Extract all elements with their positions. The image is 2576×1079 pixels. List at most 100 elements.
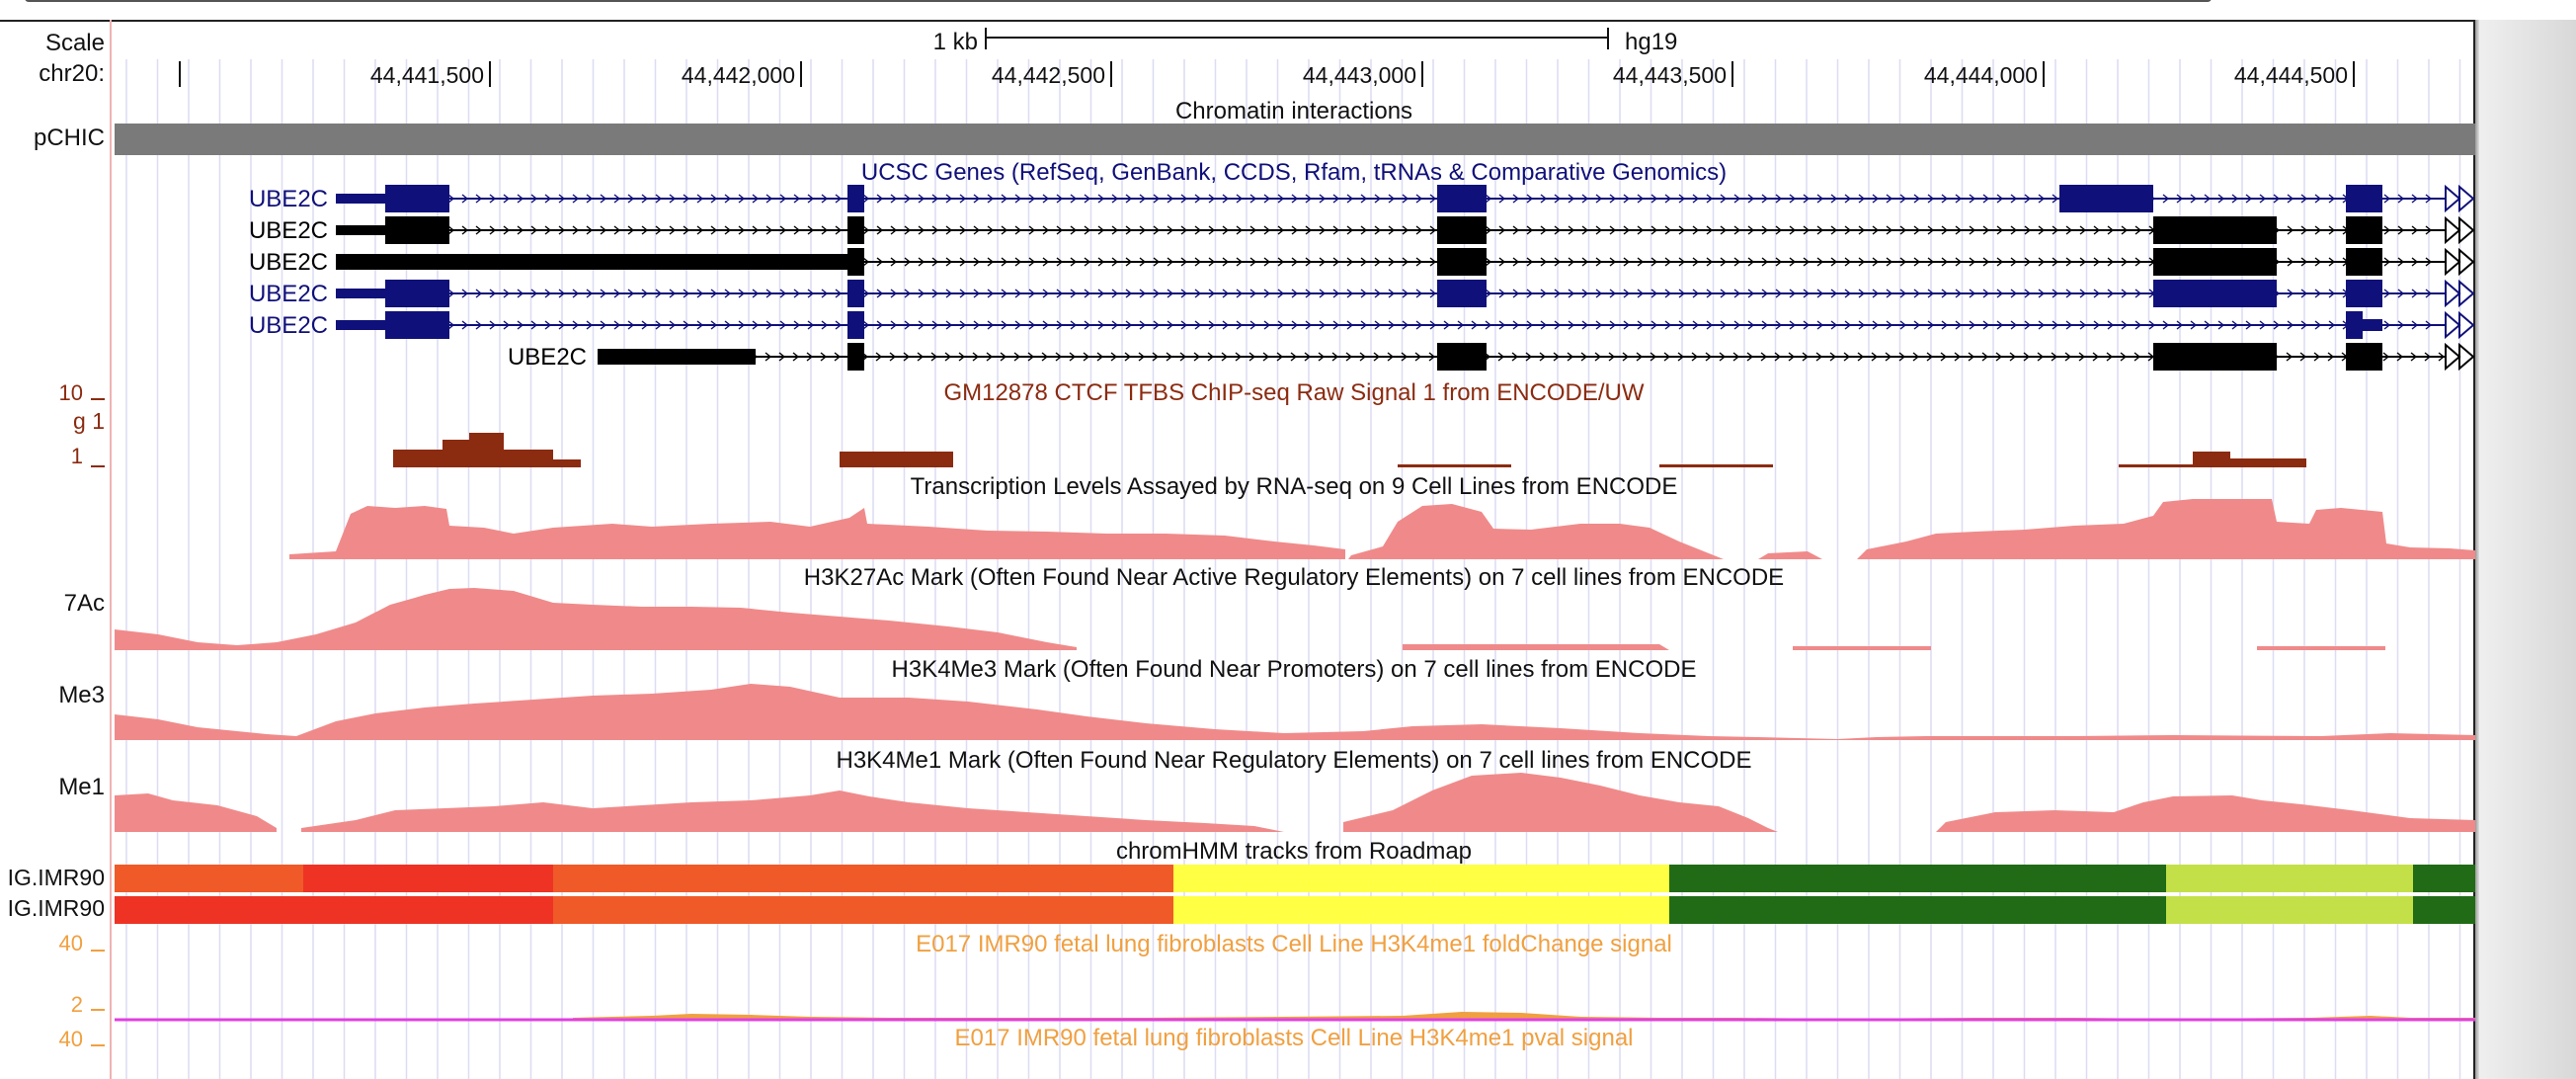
chromhmm-state-block[interactable] (1173, 896, 1669, 924)
h3k27ac-signal[interactable] (115, 588, 2385, 650)
chromhmm-state-block[interactable] (303, 865, 553, 892)
genes-title[interactable]: UCSC Genes (RefSeq, GenBank, CCDS, Rfam,… (861, 159, 1727, 186)
gene-exon[interactable] (1437, 216, 1487, 244)
h3k4me1-title[interactable]: H3K4Me1 Mark (Often Found Near Regulator… (836, 747, 1751, 774)
strand-arrow (1899, 320, 1907, 330)
gene-row[interactable]: UBE2C (249, 247, 2475, 277)
chromhmm-state-block[interactable] (553, 865, 1173, 892)
gene-name[interactable]: UBE2C (249, 217, 328, 244)
strand-arrow (1899, 225, 1907, 235)
strand-arrow (655, 320, 663, 330)
chromhmm-state-block[interactable] (1669, 865, 2166, 892)
h3k4me3-signal[interactable] (115, 684, 2475, 740)
strand-arrow (1415, 257, 1423, 267)
gene-name[interactable]: UBE2C (249, 249, 328, 276)
gene-exon[interactable] (2153, 280, 2277, 307)
chromhmm-state-block[interactable] (1173, 865, 1669, 892)
pchic-side-label[interactable]: pCHIC (33, 124, 105, 151)
h3k4me1-side-label[interactable]: Me1 (58, 774, 105, 800)
strand-arrow (807, 225, 815, 235)
gene-name[interactable]: UBE2C (508, 344, 587, 371)
rnaseq-title[interactable]: Transcription Levels Assayed by RNA-seq … (911, 473, 1678, 500)
strand-arrow (572, 194, 580, 204)
gene-exon[interactable] (2153, 343, 2277, 371)
gene-exon[interactable] (847, 280, 864, 307)
ctcf-side-label[interactable]: g 1 (73, 408, 105, 434)
gene-row[interactable]: UBE2C (249, 215, 2475, 245)
gene-exon[interactable] (847, 248, 864, 276)
chromhmm-state-block[interactable] (2413, 865, 2475, 892)
gene-exon[interactable] (1437, 185, 1487, 212)
h3k4me3-side-label[interactable]: Me3 (58, 682, 105, 708)
gene-exon[interactable] (2059, 185, 2153, 212)
strand-arrow (1554, 320, 1562, 330)
gene-exon[interactable] (336, 320, 385, 330)
right-scroll-gutter[interactable] (2475, 20, 2576, 1079)
gene-exon[interactable] (1437, 280, 1487, 307)
chromatin-title[interactable]: Chromatin interactions (1175, 98, 1412, 124)
gene-exon[interactable] (336, 194, 385, 204)
gene-exon[interactable] (598, 349, 756, 365)
gene-row[interactable]: UBE2C (249, 184, 2475, 213)
h3k4me1-signal[interactable] (115, 773, 2475, 832)
strand-arrow (627, 320, 635, 330)
strand-arrow (1415, 289, 1423, 298)
gene-exon[interactable] (336, 289, 385, 298)
gene-exon[interactable] (336, 225, 385, 235)
strand-arrow (1981, 352, 1989, 362)
foldchange-signal[interactable] (573, 1012, 2475, 1020)
track-canvas[interactable]: 1 kb hg19 44,441,500 44,442,000 44,442,500… (0, 0, 2475, 1079)
gene-exon[interactable] (385, 216, 449, 244)
strand-arrow (1208, 225, 1216, 235)
gene-name[interactable]: UBE2C (249, 186, 328, 212)
strand-arrow (2093, 289, 2101, 298)
gene-exon[interactable] (847, 216, 864, 244)
strand-arrow (904, 289, 912, 298)
gene-exon[interactable] (2346, 216, 2382, 244)
gene-exon[interactable] (2153, 248, 2277, 276)
ctcf-signal[interactable] (356, 433, 2306, 467)
gene-name[interactable]: UBE2C (249, 281, 328, 307)
gene-exon[interactable] (847, 343, 864, 371)
foldchange-title[interactable]: E017 IMR90 fetal lung fibroblasts Cell L… (916, 931, 1672, 957)
gene-exon[interactable] (2346, 311, 2363, 339)
chromhmm-state-block[interactable] (2166, 865, 2413, 892)
gene-row[interactable]: UBE2C (249, 279, 2475, 308)
chromhmm-side-label-1[interactable]: IG.IMR90 (7, 865, 105, 890)
chromhmm-state-block[interactable] (115, 896, 553, 924)
gene-end-arrow (2445, 310, 2475, 340)
chromhmm-state-block[interactable] (1669, 896, 2166, 924)
gene-row[interactable]: UBE2C (508, 342, 2475, 372)
h3k4me3-title[interactable]: H3K4Me3 Mark (Often Found Near Promoters… (892, 656, 1697, 683)
gene-exon[interactable] (1437, 248, 1487, 276)
gene-name[interactable]: UBE2C (249, 312, 328, 339)
pchic-interaction-bar[interactable] (115, 124, 2475, 155)
gene-exon[interactable] (847, 311, 864, 339)
gene-exon[interactable] (336, 254, 847, 270)
h3k27ac-side-label[interactable]: 7Ac (63, 590, 105, 617)
gene-row[interactable]: UBE2C (249, 310, 2475, 340)
gene-exon[interactable] (2363, 319, 2382, 331)
gene-exon[interactable] (2153, 216, 2277, 244)
h3k27ac-title[interactable]: H3K27Ac Mark (Often Found Near Active Re… (804, 564, 1784, 591)
gene-exon[interactable] (2346, 343, 2382, 371)
gene-exon[interactable] (1437, 343, 1487, 371)
gene-exon[interactable] (2346, 185, 2382, 212)
gene-exon[interactable] (847, 185, 864, 212)
gene-exon[interactable] (2346, 280, 2382, 307)
gene-exon[interactable] (385, 311, 449, 339)
gene-exon[interactable] (385, 185, 449, 212)
chromhmm-side-label-2[interactable]: IG.IMR90 (7, 895, 105, 921)
chromhmm-state-block[interactable] (2166, 896, 2413, 924)
gene-exon[interactable] (2346, 248, 2382, 276)
gene-exon[interactable] (385, 280, 449, 307)
ctcf-title[interactable]: GM12878 CTCF TFBS ChIP-seq Raw Signal 1 … (943, 379, 1644, 406)
chromhmm-state-block[interactable] (115, 865, 303, 892)
chromhmm-state-block[interactable] (2413, 896, 2475, 924)
chromhmm-title[interactable]: chromHMM tracks from Roadmap (1116, 838, 1472, 865)
strand-arrow (2328, 289, 2336, 298)
rnaseq-signal[interactable] (289, 499, 2475, 559)
pval-title[interactable]: E017 IMR90 fetal lung fibroblasts Cell L… (954, 1025, 1633, 1051)
strand-arrow (1262, 352, 1270, 362)
chromhmm-state-block[interactable] (553, 896, 1173, 924)
